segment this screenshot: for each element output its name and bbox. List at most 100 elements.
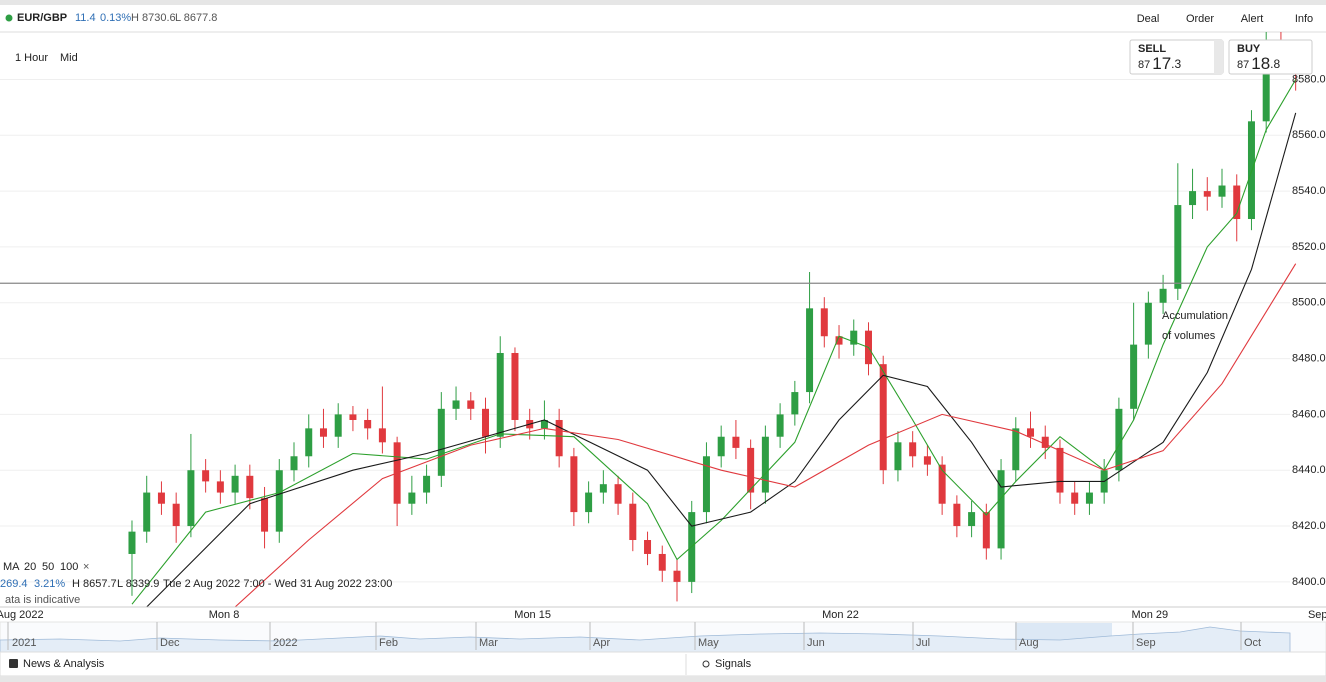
candle-body bbox=[261, 498, 269, 532]
candle-body bbox=[614, 484, 622, 504]
menu-alert[interactable]: Alert bbox=[1241, 13, 1264, 25]
annotation: Accumulation bbox=[1162, 310, 1228, 322]
candle-body bbox=[982, 512, 990, 549]
candle-body bbox=[717, 436, 725, 457]
candle-body bbox=[879, 364, 887, 471]
news-icon[interactable] bbox=[9, 659, 18, 668]
plot bbox=[0, 32, 1326, 607]
candle-body bbox=[467, 400, 475, 409]
candle-body bbox=[334, 414, 342, 437]
period-high: H 8657.7 bbox=[72, 578, 117, 590]
candle-body bbox=[997, 470, 1005, 549]
legend-ma20[interactable]: 20 bbox=[24, 561, 36, 573]
candle-body bbox=[172, 503, 180, 527]
y-tick-label: 8560.0 bbox=[1292, 129, 1326, 141]
candle-body bbox=[953, 503, 961, 527]
candle-body bbox=[437, 408, 445, 476]
candle-body bbox=[1189, 191, 1197, 206]
x-tick-label: Mon 22 bbox=[822, 609, 859, 621]
candle-body bbox=[1130, 344, 1138, 409]
y-tick-label: 8480.0 bbox=[1292, 352, 1326, 364]
menu-order[interactable]: Order bbox=[1186, 13, 1214, 25]
x-tick-label: Mon 15 bbox=[514, 609, 551, 621]
status-dot bbox=[5, 14, 13, 22]
candle-body bbox=[820, 308, 828, 337]
candle-body bbox=[1115, 408, 1123, 471]
candle-body bbox=[732, 436, 740, 448]
sell-edge bbox=[1214, 40, 1223, 74]
candle-body bbox=[585, 492, 593, 513]
moving-average bbox=[131, 79, 1297, 605]
candle-body bbox=[791, 392, 799, 415]
sell-big[interactable]: 87 bbox=[1138, 59, 1150, 71]
candle-body bbox=[909, 442, 917, 457]
y-tick-label: 8460.0 bbox=[1292, 408, 1326, 420]
candle-body bbox=[1056, 447, 1064, 493]
sell-price[interactable]: 87 17.3 bbox=[1138, 54, 1182, 73]
buy-label[interactable]: BUY bbox=[1237, 43, 1261, 55]
sell-box[interactable]: SELL 87 17.3 bbox=[1129, 39, 1224, 75]
candle-body bbox=[319, 428, 327, 437]
candle-body bbox=[776, 414, 784, 437]
candle-body bbox=[1071, 492, 1079, 504]
footer-signals[interactable]: Signals bbox=[715, 658, 752, 670]
nav-label: Oct bbox=[1244, 637, 1261, 649]
buy-box[interactable]: BUY 87 18.8 bbox=[1228, 39, 1313, 75]
candle-body bbox=[128, 531, 136, 554]
sell-label[interactable]: SELL bbox=[1138, 43, 1166, 55]
moving-average bbox=[234, 263, 1297, 607]
footer-news[interactable]: News & Analysis bbox=[23, 658, 105, 670]
candle-body bbox=[923, 456, 931, 465]
buy-big[interactable]: 87 bbox=[1237, 59, 1249, 71]
buy-price[interactable]: 87 18.8 bbox=[1237, 54, 1281, 73]
y-tick-label: 8420.0 bbox=[1292, 520, 1326, 532]
footer bbox=[0, 651, 1326, 677]
nav-label: Dec bbox=[160, 637, 180, 649]
candle-body bbox=[658, 553, 666, 571]
candle-body bbox=[968, 512, 976, 527]
legend-ma: MA bbox=[3, 561, 20, 573]
menu-deal[interactable]: Deal bbox=[1137, 13, 1160, 25]
legend-close[interactable]: × bbox=[83, 561, 89, 573]
candle-body bbox=[540, 419, 548, 429]
nav-ticks bbox=[7, 622, 1242, 650]
buy-small[interactable]: .8 bbox=[1270, 57, 1280, 71]
candle-body bbox=[216, 481, 224, 493]
sell-main[interactable]: 17 bbox=[1152, 54, 1171, 73]
candle-body bbox=[894, 442, 902, 471]
candle-body bbox=[1262, 45, 1270, 122]
nav-label: Jun bbox=[807, 637, 825, 649]
interval[interactable]: 1 Hour bbox=[15, 52, 48, 64]
candle-body bbox=[599, 484, 607, 493]
candle-body bbox=[850, 330, 858, 345]
candle-body bbox=[305, 428, 313, 457]
candle-body bbox=[143, 492, 151, 532]
candle-body bbox=[511, 352, 519, 420]
symbol[interactable]: EUR/GBP bbox=[17, 12, 67, 24]
buy-main[interactable]: 18 bbox=[1251, 54, 1270, 73]
nav-label: Jul bbox=[916, 637, 930, 649]
signals-icon[interactable] bbox=[702, 660, 710, 668]
nav-label: May bbox=[698, 637, 719, 649]
price-type[interactable]: Mid bbox=[60, 52, 78, 64]
sell-small[interactable]: .3 bbox=[1171, 57, 1181, 71]
candle-body bbox=[629, 503, 637, 541]
menu-info[interactable]: Info bbox=[1295, 13, 1313, 25]
candle-body bbox=[482, 408, 490, 437]
candle-body bbox=[1085, 492, 1093, 504]
candle-body bbox=[408, 492, 416, 504]
nav-label: 2021 bbox=[12, 637, 36, 649]
candle-body bbox=[157, 492, 165, 504]
x-tick-label: Sep bbox=[1308, 609, 1326, 621]
legend-ma100[interactable]: 100 bbox=[60, 561, 78, 573]
legend-ma50[interactable]: 50 bbox=[42, 561, 54, 573]
period-change: 269.4 bbox=[0, 578, 28, 590]
candle-body bbox=[644, 540, 652, 554]
candle-body bbox=[364, 419, 372, 429]
candle-body bbox=[1174, 205, 1182, 289]
buy-bg[interactable] bbox=[1228, 39, 1313, 75]
x-tick-label: Mon 8 bbox=[209, 609, 240, 621]
navigator: 2021 Dec 2022 Feb Mar Apr May Jun Jul Au… bbox=[0, 621, 1326, 653]
bottom-bar bbox=[0, 676, 1326, 682]
